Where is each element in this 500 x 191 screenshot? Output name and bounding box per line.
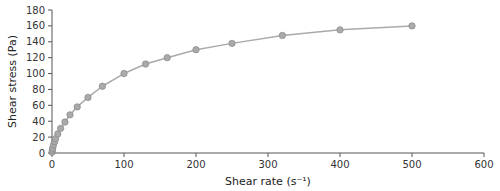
- data-point: [57, 125, 63, 131]
- x-axis-label: Shear rate (s⁻¹): [225, 175, 311, 188]
- x-tick: [412, 153, 413, 157]
- x-tick-label: 0: [49, 159, 55, 170]
- x-tick-label: 600: [474, 159, 493, 170]
- y-tick: [48, 57, 52, 58]
- series-line: [52, 26, 412, 152]
- data-point: [99, 83, 105, 89]
- y-tick-label: 140: [26, 36, 45, 47]
- data-point: [74, 104, 80, 110]
- chart: 0 100 200 300 400 500 600 0 20 40 60 80 100 120 140 160…: [0, 0, 500, 191]
- y-tick: [48, 41, 52, 42]
- x-tick: [124, 153, 125, 157]
- x-tick: [340, 153, 341, 157]
- plot-area: [49, 23, 415, 156]
- x-tick: [484, 153, 485, 157]
- data-point: [67, 112, 73, 118]
- y-tick-label: 100: [26, 68, 45, 79]
- y-tick: [48, 25, 52, 26]
- x-tick-label: 400: [330, 159, 349, 170]
- y-tick-label: 40: [32, 116, 45, 127]
- x-tick: [268, 153, 269, 157]
- y-tick-label: 120: [26, 52, 45, 63]
- data-point: [279, 32, 285, 38]
- y-tick: [48, 105, 52, 106]
- y-tick: [48, 121, 52, 122]
- x-tick-label: 100: [114, 159, 133, 170]
- x-tick-label: 500: [402, 159, 421, 170]
- data-point: [193, 47, 199, 53]
- y-tick: [48, 89, 52, 90]
- y-axis-label: Shear stress (Pa): [6, 35, 19, 128]
- data-point: [409, 23, 415, 29]
- y-tick-label: 20: [32, 132, 45, 143]
- data-point: [142, 61, 148, 67]
- x-tick-label: 200: [186, 159, 205, 170]
- y-tick-label: 0: [39, 148, 45, 159]
- y-axis-line: [52, 10, 53, 153]
- data-point: [164, 54, 170, 60]
- y-tick: [48, 73, 52, 74]
- y-tick-label: 160: [26, 20, 45, 31]
- y-tick-label: 60: [32, 100, 45, 111]
- data-point: [85, 94, 91, 100]
- x-tick: [196, 153, 197, 157]
- y-tick: [48, 10, 52, 11]
- y-tick-label: 180: [26, 5, 45, 16]
- y-tick: [48, 137, 52, 138]
- data-point: [121, 70, 127, 76]
- x-tick-label: 300: [258, 159, 277, 170]
- data-point: [62, 119, 68, 125]
- axes: 0 100 200 300 400 500 600 0 20 40 60 80 100 120 140 160…: [26, 5, 494, 171]
- y-tick-label: 80: [32, 84, 45, 95]
- data-point: [337, 27, 343, 33]
- data-point: [229, 40, 235, 46]
